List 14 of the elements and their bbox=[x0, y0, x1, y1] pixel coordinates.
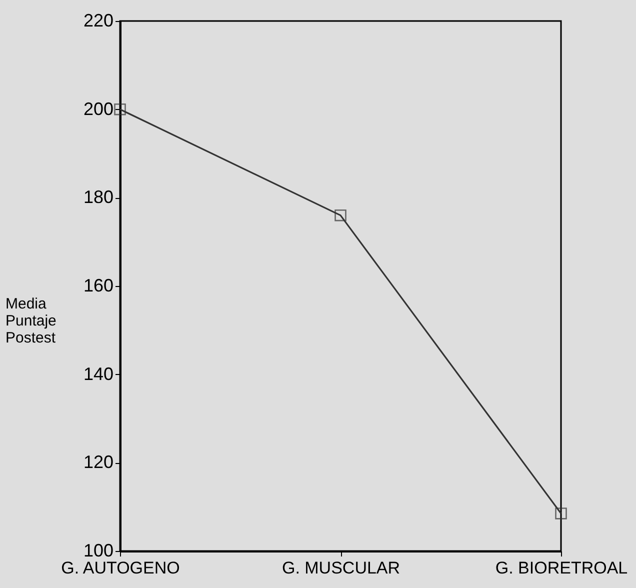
y-tick-label: 200 bbox=[83, 98, 114, 119]
y-tick-label: 160 bbox=[83, 276, 114, 296]
y-tick-label: 220 bbox=[83, 10, 114, 30]
x-tick-label: G. AUTOGENO bbox=[61, 558, 180, 578]
point bbox=[334, 209, 346, 222]
x-tick-label: G. MUSCULAR bbox=[282, 558, 400, 578]
y-tick-label: 100 bbox=[83, 540, 114, 560]
point bbox=[114, 103, 126, 116]
point bbox=[555, 508, 567, 520]
y-axis-title: Media Puntaje Postest bbox=[6, 296, 56, 346]
y-tick-label: 140 bbox=[83, 364, 114, 384]
y-tick-label: 180 bbox=[83, 187, 114, 208]
y-tick-label: 120 bbox=[83, 452, 114, 472]
x-tick-label: G. BIORETROAL bbox=[495, 558, 628, 578]
